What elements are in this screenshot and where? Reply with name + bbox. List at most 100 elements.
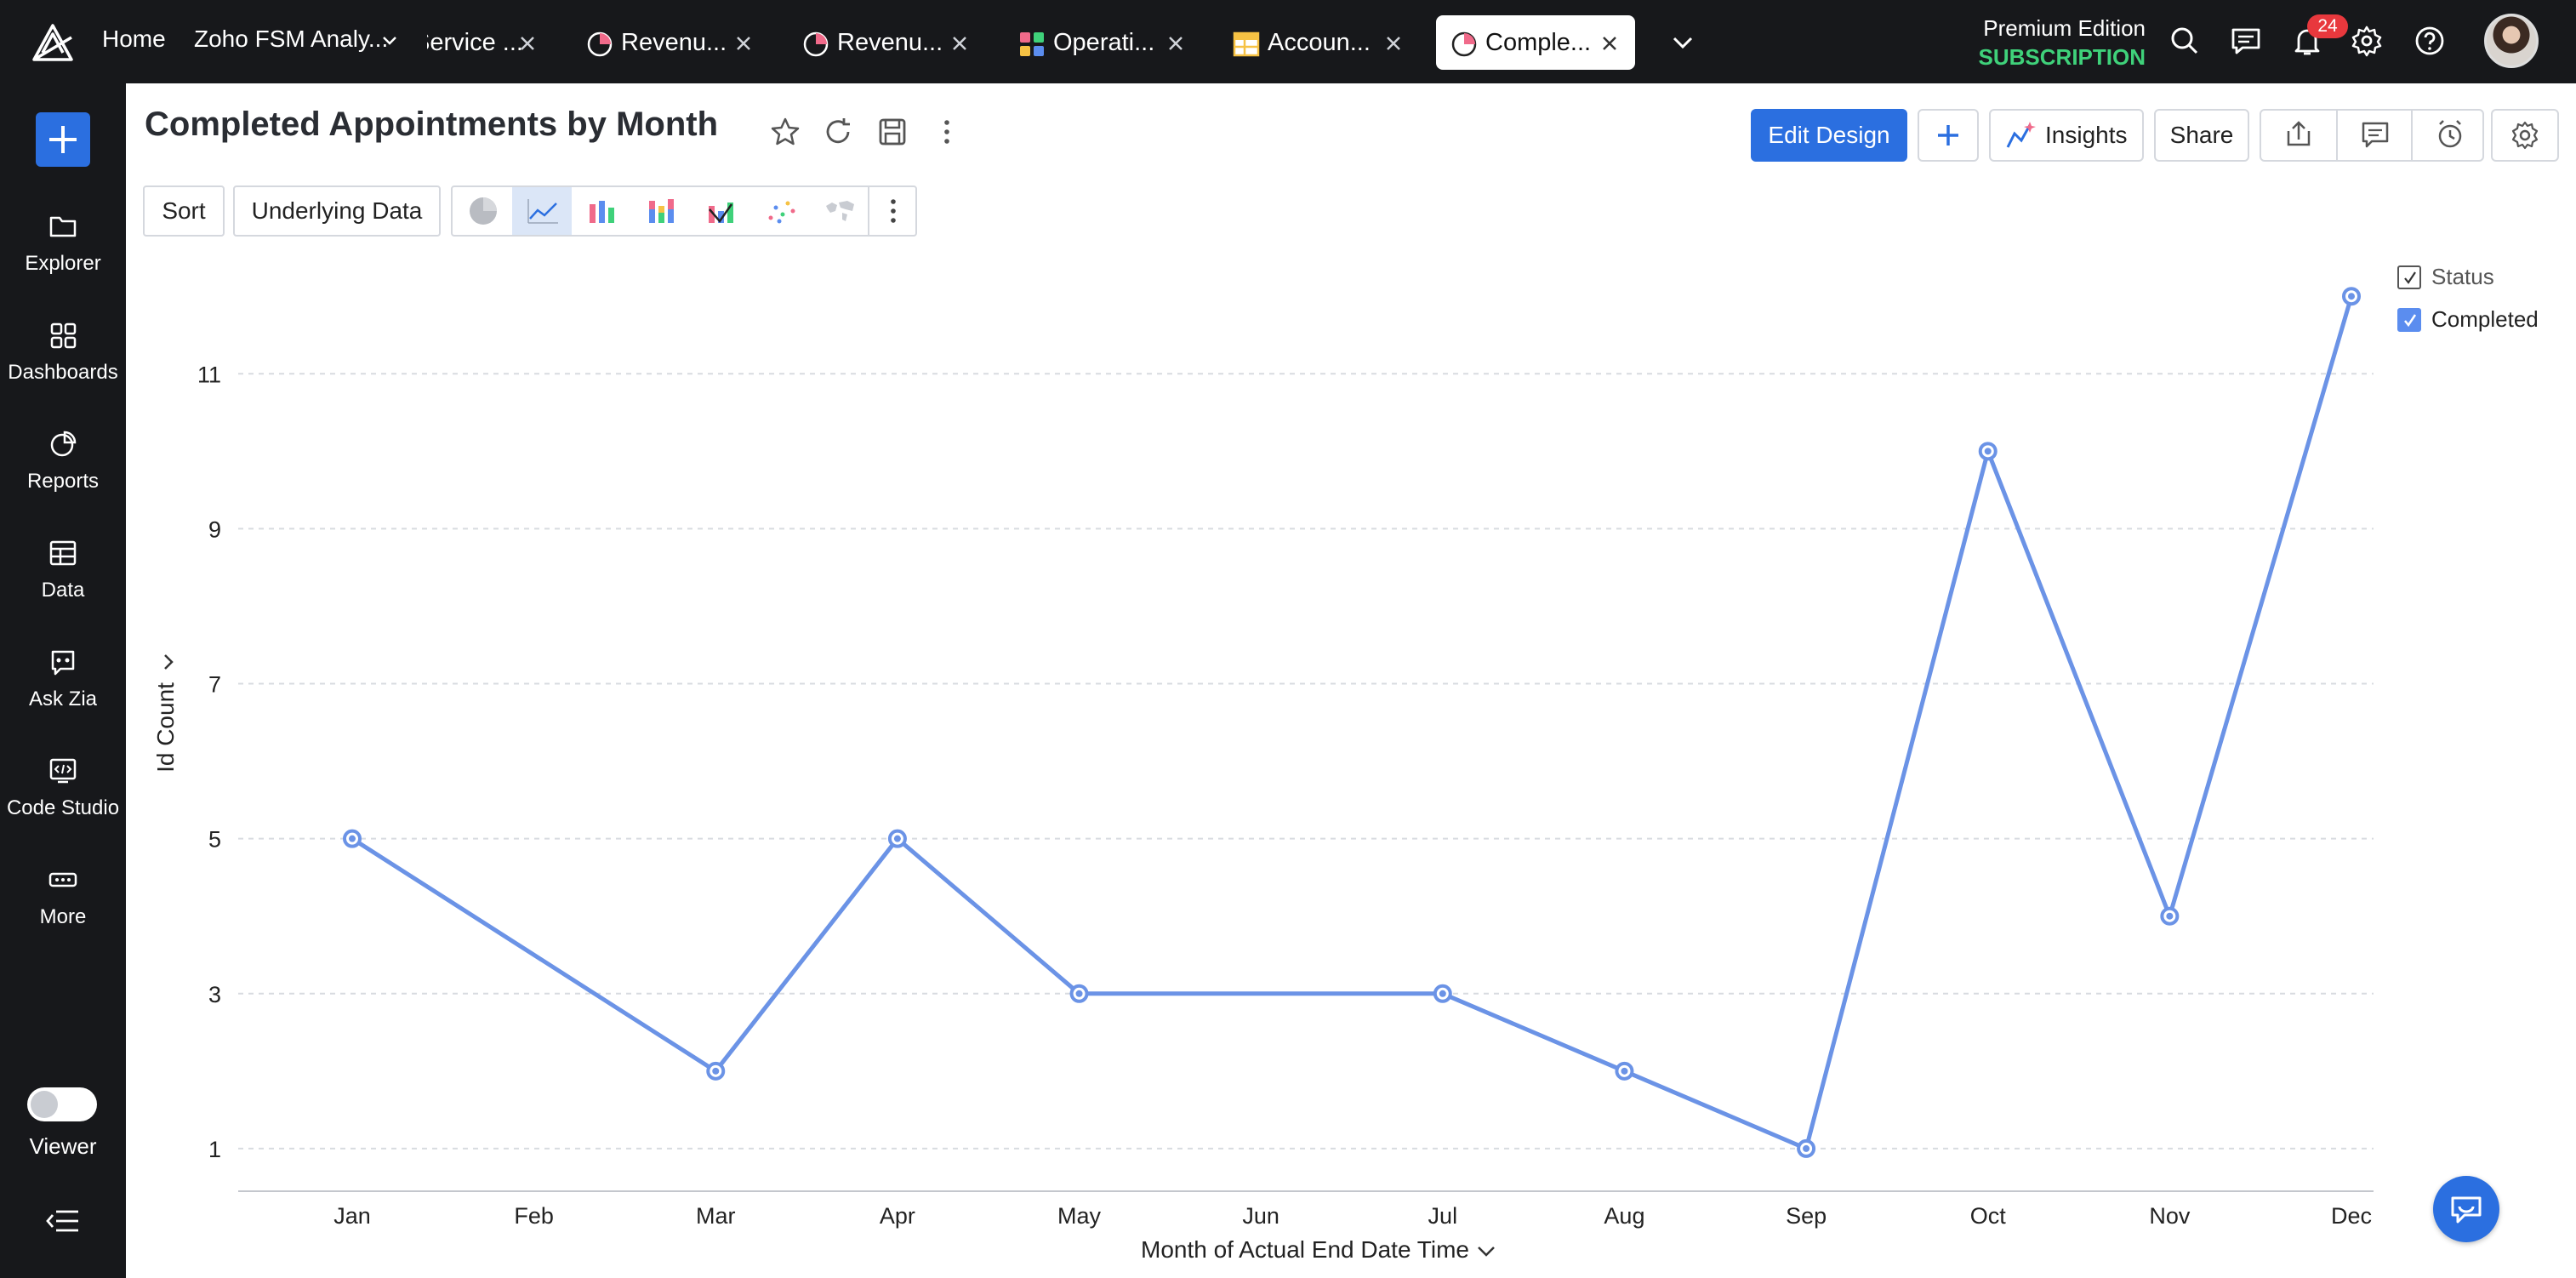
search-icon[interactable] [2168,24,2202,58]
data-point-may[interactable] [1069,984,1089,1003]
save-icon[interactable] [876,116,909,148]
sidebar-item-code-studio[interactable]: Code Studio [0,756,126,849]
chart-type-combo[interactable] [691,187,750,235]
tab-revenue-2[interactable]: Revenu... [788,15,985,70]
chevron-right-icon[interactable] [164,654,174,670]
y-axis-ticks: 1 3 5 7 9 11 [197,362,221,1162]
edit-design-button[interactable]: Edit Design [1751,109,1907,162]
data-point-oct[interactable] [1978,442,1998,461]
sidebar-item-label: Code Studio [6,796,120,819]
x-tick-label: Feb [514,1203,554,1229]
chat-icon[interactable] [2229,24,2263,58]
workspace-dropdown[interactable]: Zoho FSM Analy... [194,26,396,53]
chart-legend: Status Completed [2397,260,2567,345]
comment-icon [2362,122,2389,148]
chevron-down-icon[interactable] [1478,1247,1495,1257]
sidebar-item-dashboards[interactable]: Dashboards [0,320,126,414]
zoho-analytics-logo-icon[interactable] [31,20,75,63]
data-point-apr[interactable] [887,829,907,848]
x-tick-label: Nov [2149,1203,2191,1229]
insights-button[interactable]: Insights [1989,109,2144,162]
data-point-mar[interactable] [706,1061,726,1081]
data-point-sep[interactable] [1797,1138,1816,1158]
data-point-dec[interactable] [2342,287,2361,306]
tab-completed-appointments[interactable]: Comple... [1436,15,1635,70]
sidebar-item-data[interactable]: Data [0,538,126,631]
chart-type-scatter[interactable] [750,187,810,235]
sidebar-item-label: Explorer [25,252,101,275]
home-link[interactable]: Home [102,26,166,52]
x-tick-label: Jun [1242,1203,1279,1229]
chart-type-selector [451,185,917,237]
chevron-down-icon[interactable] [1667,27,1698,58]
close-icon[interactable] [1599,33,1620,54]
sidebar-item-more[interactable]: More [0,864,126,958]
x-axis-ticks: Jan Feb Mar Apr May Jun Jul Aug Sep Oct Nov Dec [333,1203,2372,1229]
chart-type-map[interactable] [810,187,869,235]
create-new-button[interactable] [36,112,90,167]
sidebar-item-explorer[interactable]: Explorer [0,211,126,305]
combo-chart-icon [709,203,733,224]
more-chart-types-button[interactable] [868,187,915,235]
legend-item-completed[interactable]: Completed [2397,303,2567,345]
gear-icon[interactable] [2350,24,2384,58]
data-point-jan[interactable] [343,829,362,848]
top-bar: Home Zoho FSM Analy... Service ... Reven… [0,0,2576,83]
stacked-bar-chart-icon [649,199,674,223]
comment-button[interactable] [2336,111,2411,160]
edition-info[interactable]: Premium Edition SUBSCRIPTION [1967,14,2146,71]
sort-button[interactable]: Sort [143,185,225,237]
sidebar-item-ask-zia[interactable]: Ask Zia [0,647,126,740]
chart-type-bar[interactable] [572,187,631,235]
help-icon[interactable] [2413,24,2447,58]
tab-accounts[interactable]: Accoun... [1218,15,1419,70]
x-tick-label: Mar [696,1203,736,1229]
chart-type-pie[interactable] [453,187,512,235]
viewer-mode-toggle[interactable] [27,1087,97,1121]
tab-service[interactable]: Service ... [400,15,553,70]
page-title: Completed Appointments by Month [145,106,719,143]
chart-type-line[interactable] [512,187,572,235]
star-icon[interactable] [769,116,801,148]
tab-revenue-1[interactable]: Revenu... [572,15,769,70]
grid-icon [50,322,77,349]
close-icon[interactable] [1383,33,1404,54]
share-button[interactable]: Share [2154,109,2249,162]
report-settings-button[interactable] [2491,109,2559,162]
export-button[interactable] [2261,111,2336,160]
legend-title-item[interactable]: Status [2397,260,2567,303]
underlying-data-button[interactable]: Underlying Data [233,185,441,237]
add-button[interactable] [1918,109,1979,162]
data-point-nov[interactable] [2160,906,2180,926]
legend-title: Status [2431,264,2494,289]
sidebar-item-label: Reports [26,470,100,493]
x-axis-label[interactable]: Month of Actual End Date Time [1141,1236,1469,1263]
y-tick-label: 1 [208,1137,221,1162]
sidebar-item-reports[interactable]: Reports [0,429,126,522]
close-icon[interactable] [949,33,970,54]
close-icon[interactable] [733,33,754,54]
pie-chart-icon [470,197,497,225]
bar-chart-icon [590,201,614,223]
line-chart-icon [527,199,558,224]
close-icon[interactable] [1165,33,1186,54]
export-icon [2287,121,2311,146]
data-point-jul[interactable] [1433,984,1452,1003]
data-point-aug[interactable] [1615,1061,1634,1081]
collapse-sidebar-icon[interactable] [44,1207,82,1235]
refresh-icon[interactable] [822,116,854,148]
x-tick-label: Jul [1428,1203,1458,1229]
subscription-link[interactable]: SUBSCRIPTION [1978,44,2146,70]
y-axis-label[interactable]: Id Count [152,682,179,773]
schedule-button[interactable] [2411,111,2486,160]
y-tick-label: 7 [208,672,221,698]
more-options-icon[interactable] [931,116,963,148]
sidebar-item-label: Dashboards [8,361,118,384]
chat-support-button[interactable] [2433,1176,2499,1242]
avatar[interactable] [2484,14,2539,68]
tab-operations[interactable]: Operati... [1004,15,1201,70]
chart-type-stacked-bar[interactable] [631,187,691,235]
close-icon[interactable] [517,33,538,54]
dashboard-icon [1020,32,1044,56]
tab-label: Operati... [1053,29,1155,56]
